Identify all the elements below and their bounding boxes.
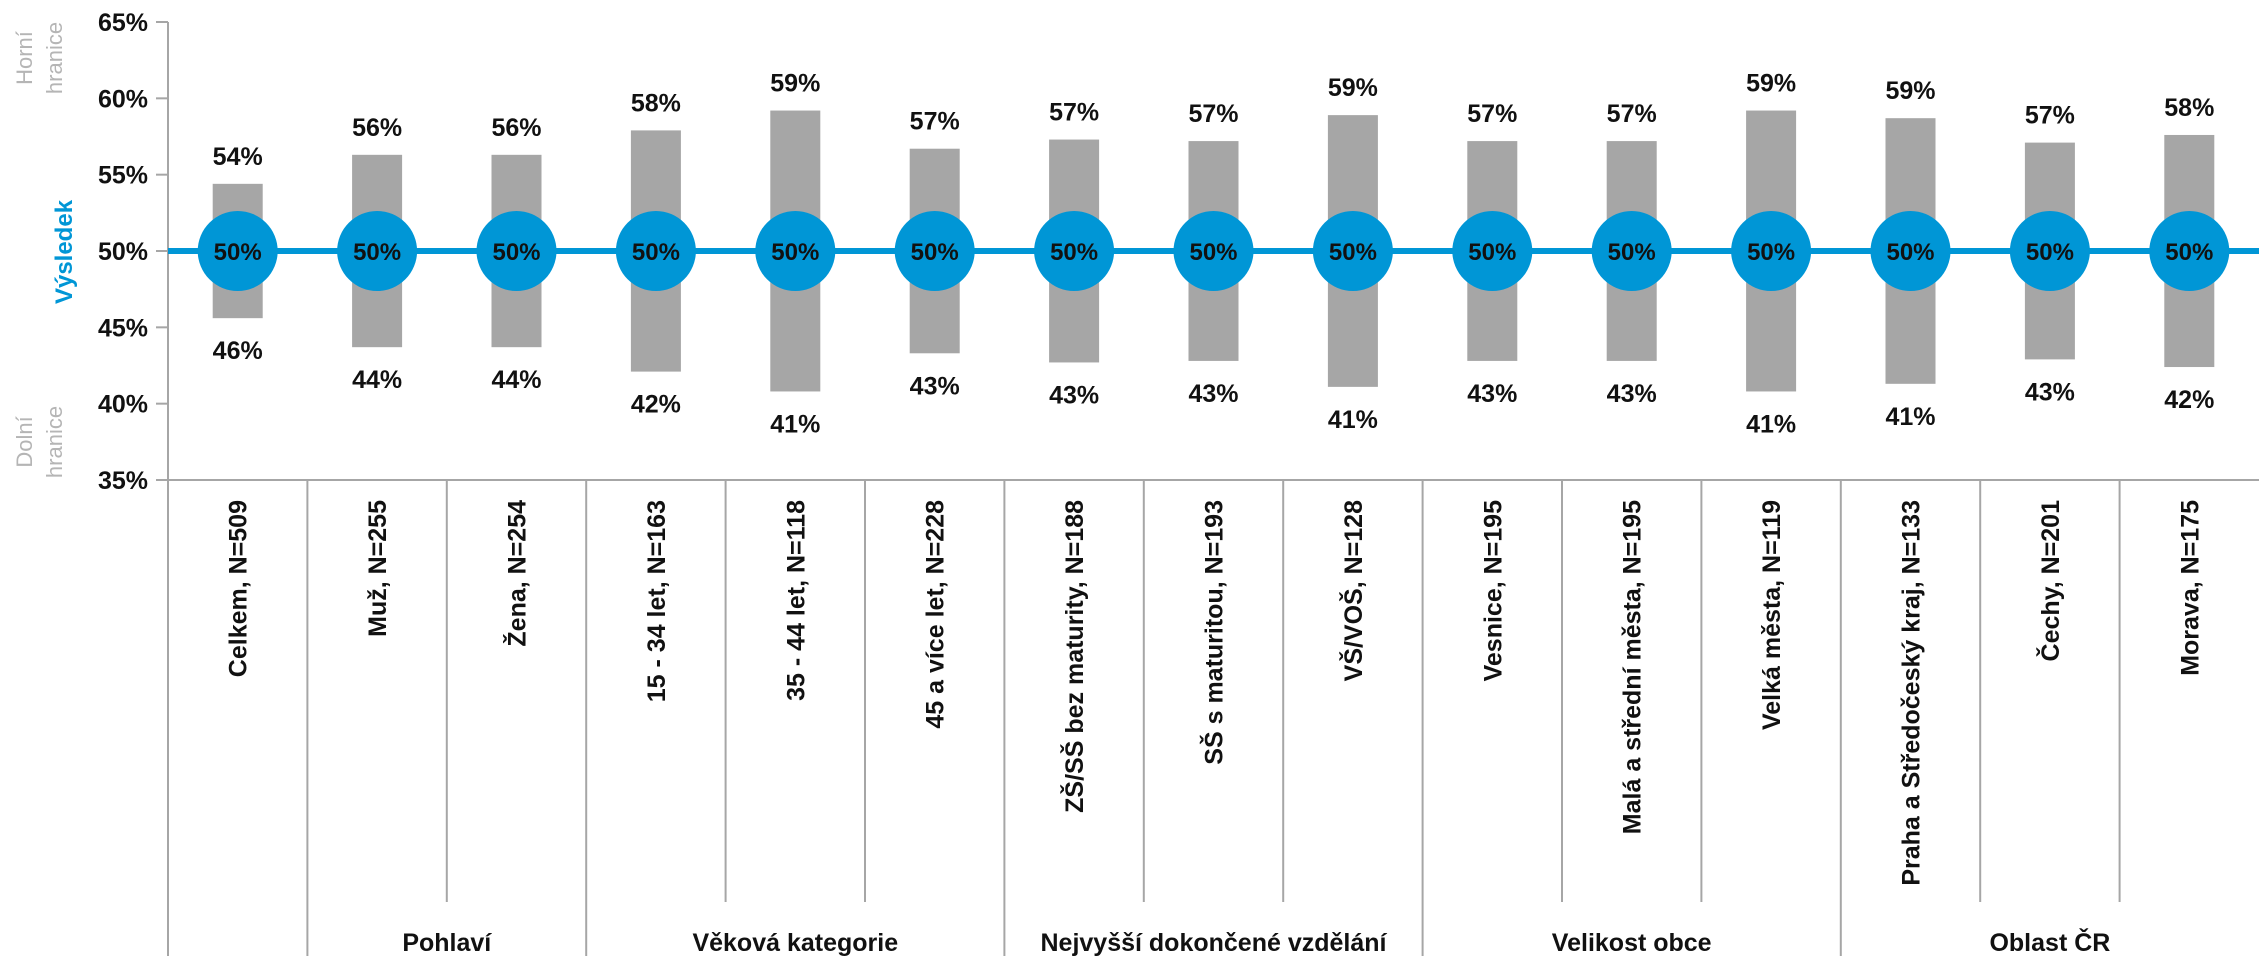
upper-bound-value: 57% xyxy=(910,108,960,136)
upper-bound-value: 58% xyxy=(631,89,681,117)
lower-bound-value: 44% xyxy=(491,366,541,394)
category-label: Praha a Středočeský kraj, N=133 xyxy=(1898,500,1926,886)
upper-bound-value: 59% xyxy=(1885,77,1935,105)
result-marker xyxy=(1452,211,1533,291)
result-marker xyxy=(337,211,418,291)
result-marker-label: 50% xyxy=(771,239,819,266)
y-axis: 35% 40% 45% 50% 55% 60% 65% xyxy=(98,9,169,956)
lower-bound-label-line-2: hranice xyxy=(42,406,67,478)
result-marker-label: 50% xyxy=(1886,239,1934,266)
result-marker xyxy=(755,211,836,291)
lower-bound-value: 41% xyxy=(770,410,820,438)
result-marker-label: 50% xyxy=(1608,239,1656,266)
category-label: SŠ s maturitou, N=193 xyxy=(1199,500,1229,765)
upper-bound-value: 59% xyxy=(1328,74,1378,102)
result-marker xyxy=(1034,211,1115,291)
result-marker-label: 50% xyxy=(2165,239,2213,266)
result-marker-label: 50% xyxy=(214,239,262,266)
result-marker-label: 50% xyxy=(1050,239,1098,266)
upper-bound-label-line-2: hranice xyxy=(42,22,67,94)
y-tick-label: 45% xyxy=(98,314,148,342)
y-tick-label: 35% xyxy=(98,467,148,495)
category-label: 45 a více let, N=228 xyxy=(922,500,950,729)
upper-bound-value: 57% xyxy=(1467,100,1517,128)
result-markers: 50% 50% 50% 50% 50% 50% 50% 50% 50% 50% 50% 50% 50% 5… xyxy=(197,211,2230,291)
bound-value-labels: 54% 46% 56% 44% 56% 44% 58% 42% 59% 41% 57% 43% 57% 4… xyxy=(213,70,2215,439)
result-marker-label: 50% xyxy=(911,239,959,266)
lower-bound-value: 43% xyxy=(1188,380,1238,408)
lower-bound-value: 43% xyxy=(1467,380,1517,408)
result-marker-label: 50% xyxy=(1329,239,1377,266)
upper-bound-value: 58% xyxy=(2164,94,2214,122)
upper-bound-value: 57% xyxy=(2025,102,2075,130)
upper-bound-value: 57% xyxy=(1607,100,1657,128)
group-label: Velikost obce xyxy=(1552,929,1712,956)
result-marker-label: 50% xyxy=(2026,239,2074,266)
result-marker xyxy=(894,211,975,291)
lower-bound-value: 43% xyxy=(1607,380,1657,408)
upper-bound-label-line-1: Horní xyxy=(12,31,37,85)
lower-bound-value: 43% xyxy=(1049,381,1099,409)
category-label: Vesnice, N=195 xyxy=(1479,500,1507,681)
category-label: Velká města, N=119 xyxy=(1758,500,1786,730)
lower-bound-value: 42% xyxy=(2164,386,2214,414)
category-label: Čechy, N=201 xyxy=(2035,500,2065,662)
category-label: 15 - 34 let, N=163 xyxy=(643,500,671,702)
upper-bound-value: 59% xyxy=(770,70,820,98)
category-label: Muž, N=255 xyxy=(364,500,392,637)
upper-bound-value: 57% xyxy=(1188,100,1238,128)
y-axis-label-group: Horní hranice Výsledek Dolní hranice xyxy=(12,22,78,478)
result-marker xyxy=(1173,211,1254,291)
lower-bound-value: 41% xyxy=(1746,410,1796,438)
upper-bound-value: 56% xyxy=(491,114,541,142)
lower-bound-value: 43% xyxy=(2025,378,2075,406)
lower-bound-value: 41% xyxy=(1885,403,1935,431)
result-marker xyxy=(1591,211,1672,291)
lower-bound-value: 46% xyxy=(213,337,263,365)
result-marker-label: 50% xyxy=(1468,239,1516,266)
lower-bound-value: 41% xyxy=(1328,406,1378,434)
lower-bound-value: 43% xyxy=(910,372,960,400)
lower-bound-label-line-1: Dolní xyxy=(12,416,37,467)
y-tick-label: 50% xyxy=(98,238,148,266)
lower-bound-value: 42% xyxy=(631,391,681,419)
x-axis: Celkem, N=509 Muž, N=255 Žena, N=254 15 - 3… xyxy=(168,479,2259,956)
group-label: Oblast ČR xyxy=(1989,927,2110,956)
group-label: Věková kategorie xyxy=(692,929,898,956)
category-label: VŠ/VOŠ, N=128 xyxy=(1338,500,1368,681)
category-label: Morava, N=175 xyxy=(2176,500,2204,676)
result-marker xyxy=(2149,211,2230,291)
result-marker xyxy=(2009,211,2090,291)
result-marker xyxy=(1870,211,1951,291)
upper-bound-value: 57% xyxy=(1049,99,1099,127)
result-marker-label: 50% xyxy=(353,239,401,266)
category-label: 35 - 44 let, N=118 xyxy=(782,500,810,701)
result-marker-label: 50% xyxy=(1189,239,1237,266)
result-marker xyxy=(197,211,278,291)
category-label: Malá a střední města, N=195 xyxy=(1619,500,1647,834)
upper-bound-value: 59% xyxy=(1746,70,1796,98)
lower-bound-value: 44% xyxy=(352,366,402,394)
upper-bound-value: 54% xyxy=(213,143,263,171)
group-label: Pohlaví xyxy=(402,929,492,956)
result-marker-label: 50% xyxy=(492,239,540,266)
category-label: Žena, N=254 xyxy=(502,500,532,647)
y-tick-label: 40% xyxy=(98,391,148,419)
category-label: Celkem, N=509 xyxy=(225,500,253,677)
result-marker xyxy=(615,211,696,291)
group-label: Nejvyšší dokončené vzdělání xyxy=(1041,929,1388,956)
category-label: ZŠ/SŠ bez maturity, N=188 xyxy=(1059,500,1089,813)
y-axis-title: Výsledek xyxy=(51,199,78,304)
result-marker-label: 50% xyxy=(1747,239,1795,266)
result-marker xyxy=(1731,211,1812,291)
result-marker xyxy=(1312,211,1393,291)
result-marker xyxy=(476,211,557,291)
result-marker-label: 50% xyxy=(632,239,680,266)
y-tick-label: 55% xyxy=(98,162,148,190)
upper-bound-value: 56% xyxy=(352,114,402,142)
y-tick-label: 65% xyxy=(98,9,148,37)
y-tick-label: 60% xyxy=(98,85,148,113)
